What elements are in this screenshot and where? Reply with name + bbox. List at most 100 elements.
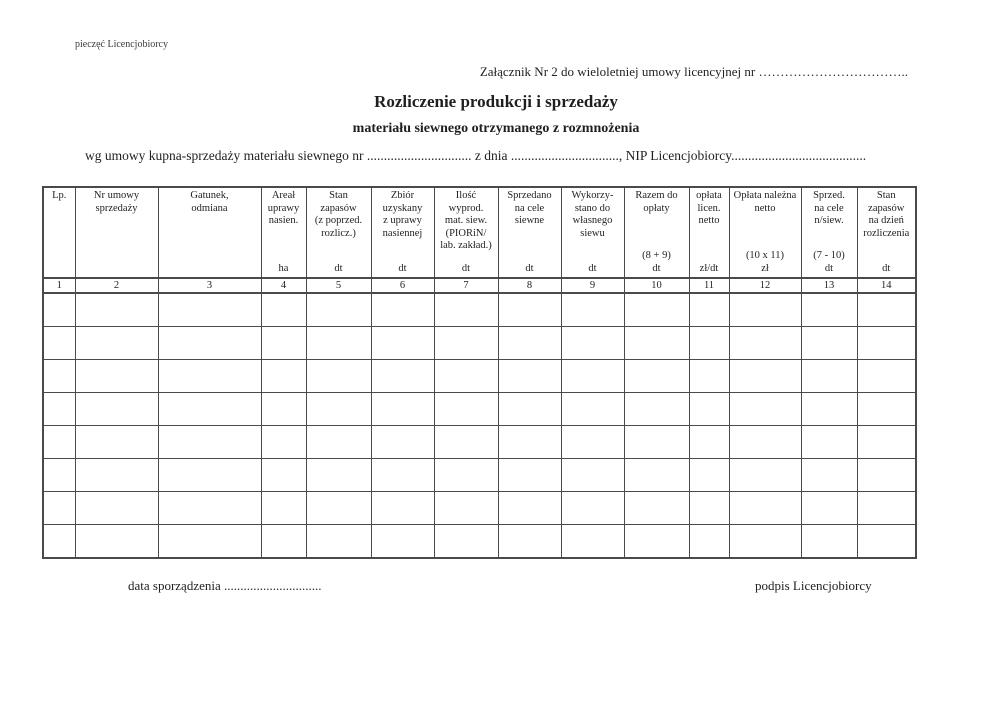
empty-cell: [688, 425, 730, 459]
empty-cell: [74, 359, 159, 393]
empty-cell: [728, 425, 802, 459]
empty-cell: [433, 326, 499, 360]
empty-cell: [623, 491, 690, 525]
empty-cell: [433, 392, 499, 426]
empty-cell: [623, 392, 690, 426]
table-row: [42, 425, 917, 459]
empty-cell: [800, 491, 858, 525]
empty-cell: [856, 425, 917, 459]
table-body: [42, 292, 917, 559]
empty-cell: [260, 359, 307, 393]
table-row: [42, 359, 917, 393]
empty-cell: [623, 425, 690, 459]
column-header-zbior: Zbiór uzyskany z uprawy nasiennej dt: [370, 186, 435, 279]
empty-cell: [560, 524, 625, 559]
empty-cell: [42, 425, 76, 459]
empty-cell: [74, 292, 159, 327]
column-header-areal: Areał uprawy nasien. ha: [260, 186, 307, 279]
empty-cell: [497, 524, 562, 559]
document-title: Rozliczenie produkcji i sprzedaży: [374, 92, 618, 111]
column-number-row: 1 2 3 4 5 6 7 8 9 10 11 12 13 14: [42, 277, 917, 294]
empty-cell: [688, 359, 730, 393]
empty-cell: [157, 292, 262, 327]
empty-cell: [800, 326, 858, 360]
table-row: [42, 326, 917, 360]
empty-cell: [370, 491, 435, 525]
empty-cell: [42, 326, 76, 360]
column-header-oplata-licen: opłata licen. netto zł/dt: [688, 186, 730, 279]
empty-cell: [800, 359, 858, 393]
empty-cell: [728, 392, 802, 426]
empty-cell: [370, 392, 435, 426]
empty-cell: [157, 359, 262, 393]
empty-cell: [497, 392, 562, 426]
empty-cell: [370, 292, 435, 327]
empty-cell: [260, 491, 307, 525]
empty-cell: [370, 425, 435, 459]
column-number: 9: [560, 277, 625, 294]
column-number: 10: [623, 277, 690, 294]
empty-cell: [497, 491, 562, 525]
column-number: 6: [370, 277, 435, 294]
empty-cell: [497, 359, 562, 393]
empty-cell: [157, 392, 262, 426]
empty-cell: [688, 458, 730, 492]
empty-cell: [433, 458, 499, 492]
empty-cell: [560, 359, 625, 393]
empty-cell: [856, 491, 917, 525]
empty-cell: [433, 524, 499, 559]
column-number: 1: [42, 277, 76, 294]
table-row: [42, 458, 917, 492]
empty-cell: [42, 359, 76, 393]
column-header-sprzedano: Sprzedano na cele siewne dt: [497, 186, 562, 279]
column-header-oplata-nalezna: Opłata należna netto (10 x 11) zł: [728, 186, 802, 279]
empty-cell: [74, 491, 159, 525]
empty-cell: [260, 392, 307, 426]
empty-cell: [623, 524, 690, 559]
date-prepared-label: data sporządzenia ......................…: [128, 578, 322, 593]
empty-cell: [856, 292, 917, 327]
table-row: [42, 292, 917, 327]
empty-cell: [728, 359, 802, 393]
empty-cell: [497, 458, 562, 492]
empty-cell: [433, 292, 499, 327]
empty-cell: [370, 359, 435, 393]
agreement-line: wg umowy kupna-sprzedaży materiału siewn…: [85, 148, 867, 163]
column-header-nr-umowy: Nr umowy sprzedaży: [74, 186, 159, 279]
empty-cell: [74, 524, 159, 559]
empty-cell: [800, 392, 858, 426]
empty-cell: [800, 292, 858, 327]
empty-cell: [305, 392, 372, 426]
empty-cell: [728, 524, 802, 559]
empty-cell: [728, 292, 802, 327]
column-number: 2: [74, 277, 159, 294]
empty-cell: [560, 425, 625, 459]
attachment-line: Załącznik Nr 2 do wieloletniej umowy lic…: [479, 64, 908, 79]
empty-cell: [856, 524, 917, 559]
empty-cell: [800, 458, 858, 492]
column-header-ilosc-wyprod: Ilość wyprod. mat. siew. (PIORiN/ lab. z…: [433, 186, 499, 279]
column-number: 14: [856, 277, 917, 294]
document-subtitle: materiału siewnego otrzymanego z rozmnoż…: [352, 121, 640, 136]
empty-cell: [623, 359, 690, 393]
empty-cell: [157, 524, 262, 559]
empty-cell: [497, 292, 562, 327]
column-header-stan-rozliczenia: Stan zapasów na dzień rozliczenia dt: [856, 186, 917, 279]
column-header-wykorzystano: Wykorzy- stano do własnego siewu dt: [560, 186, 625, 279]
empty-cell: [370, 326, 435, 360]
column-number: 4: [260, 277, 307, 294]
empty-cell: [157, 326, 262, 360]
stamp-label: pieczęć Licencjobiorcy: [75, 39, 168, 50]
empty-cell: [560, 292, 625, 327]
table-row: [42, 524, 917, 559]
column-number: 11: [688, 277, 730, 294]
column-number: 7: [433, 277, 499, 294]
empty-cell: [305, 292, 372, 327]
empty-cell: [305, 491, 372, 525]
column-header-stan-zapasow: Stan zapasów (z poprzed. rozlicz.) dt: [305, 186, 372, 279]
empty-cell: [42, 524, 76, 559]
empty-cell: [305, 425, 372, 459]
table-row: [42, 491, 917, 525]
empty-cell: [42, 491, 76, 525]
empty-cell: [800, 524, 858, 559]
